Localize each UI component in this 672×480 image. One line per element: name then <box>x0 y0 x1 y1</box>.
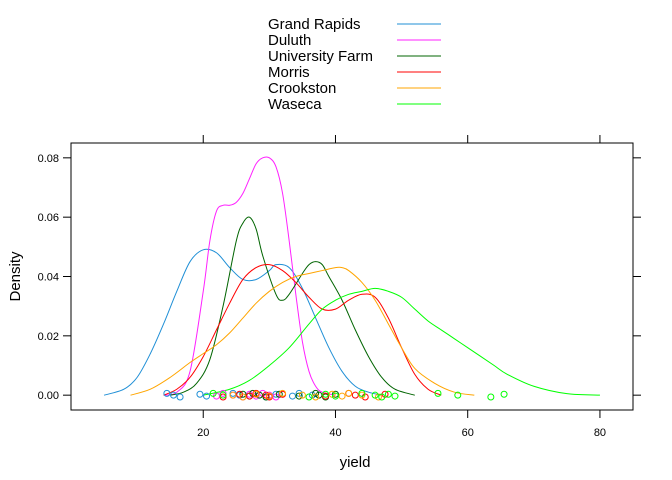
rug-point-waseca <box>378 393 386 401</box>
density-line-duluth <box>163 156 336 396</box>
rug-point-crookston <box>345 389 353 397</box>
rug-point-waseca <box>371 391 379 399</box>
density-line-crookston <box>130 266 475 396</box>
rug-point-crookston <box>279 389 287 397</box>
y-axis-title: Density <box>7 251 24 302</box>
legend-label-grand-rapids: Grand Rapids <box>268 16 361 33</box>
rug-point-waseca <box>322 390 330 398</box>
y-tick-label: 0.00 <box>38 390 59 402</box>
axes: 20 40 60 80 0.00 0.02 0.04 0.06 0.08 <box>38 135 641 439</box>
y-tick-label: 0.08 <box>38 153 59 165</box>
rug-point-waseca <box>219 391 227 399</box>
x-tick-label: 80 <box>594 427 606 439</box>
density-line-morris <box>163 264 442 396</box>
rug-point-waseca <box>209 389 217 397</box>
rug-point-waseca <box>434 389 442 397</box>
rug-point-crookston <box>239 393 247 401</box>
density-curves <box>103 156 600 396</box>
density-line-waseca <box>203 287 600 396</box>
rug-point-waseca <box>384 390 392 398</box>
x-tick-label: 40 <box>329 427 341 439</box>
legend-label-university-farm: University Farm <box>268 48 373 65</box>
rug-point-waseca <box>487 393 495 401</box>
rug-point-grand-rapids <box>308 391 316 399</box>
rug-point-grand-rapids <box>203 392 211 400</box>
y-tick-label: 0.06 <box>38 212 59 224</box>
rug-point-morris <box>351 391 359 399</box>
rug-point-crookston <box>374 393 382 401</box>
rug-point-university-farm <box>255 391 263 399</box>
plot-frame <box>70 142 634 411</box>
y-tick-label: 0.02 <box>38 331 59 343</box>
rug-point-crookston <box>265 392 273 400</box>
rug-point-crookston <box>252 390 260 398</box>
legend-label-morris: Morris <box>268 64 310 81</box>
rug-point-grand-rapids <box>196 390 204 398</box>
legend-label-duluth: Duluth <box>268 32 311 49</box>
rug-point-crookston <box>312 393 320 401</box>
rug-point-waseca <box>358 389 366 397</box>
y-tick-label: 0.04 <box>38 272 59 284</box>
x-tick-label: 20 <box>197 427 209 439</box>
rug-point-university-farm <box>315 391 323 399</box>
rug-point-university-farm <box>275 390 283 398</box>
rug-point-university-farm <box>312 389 320 397</box>
rug-point-grand-rapids <box>288 392 296 400</box>
rug-point-waseca <box>391 392 399 400</box>
rug-point-grand-rapids <box>169 391 177 399</box>
x-axis-title: yield <box>340 454 371 471</box>
density-line-grand-rapids <box>103 248 382 396</box>
rug-point-crookston <box>328 390 336 398</box>
density-line-university-farm <box>170 216 415 396</box>
legend-label-crookston: Crookston <box>268 80 336 97</box>
rug-point-grand-rapids <box>176 393 184 401</box>
legend-label-waseca: Waseca <box>268 96 322 113</box>
rug-point-crookston <box>338 392 346 400</box>
rug-point-grand-rapids <box>295 389 303 397</box>
rug-point-waseca <box>454 391 462 399</box>
rug-point-morris <box>262 391 270 399</box>
rug-point-morris <box>246 392 254 400</box>
rug-point-crookston <box>298 391 306 399</box>
rug-point-university-farm <box>239 390 247 398</box>
rug-point-waseca <box>305 393 313 401</box>
rug-point-waseca <box>331 392 339 400</box>
rug-point-grand-rapids <box>163 389 171 397</box>
rug-points <box>163 389 508 401</box>
x-tick-label: 60 <box>462 427 474 439</box>
rug-point-university-farm <box>295 392 303 400</box>
rug-point-grand-rapids <box>272 390 280 398</box>
rug-point-crookston <box>229 391 237 399</box>
rug-point-waseca <box>500 390 508 398</box>
